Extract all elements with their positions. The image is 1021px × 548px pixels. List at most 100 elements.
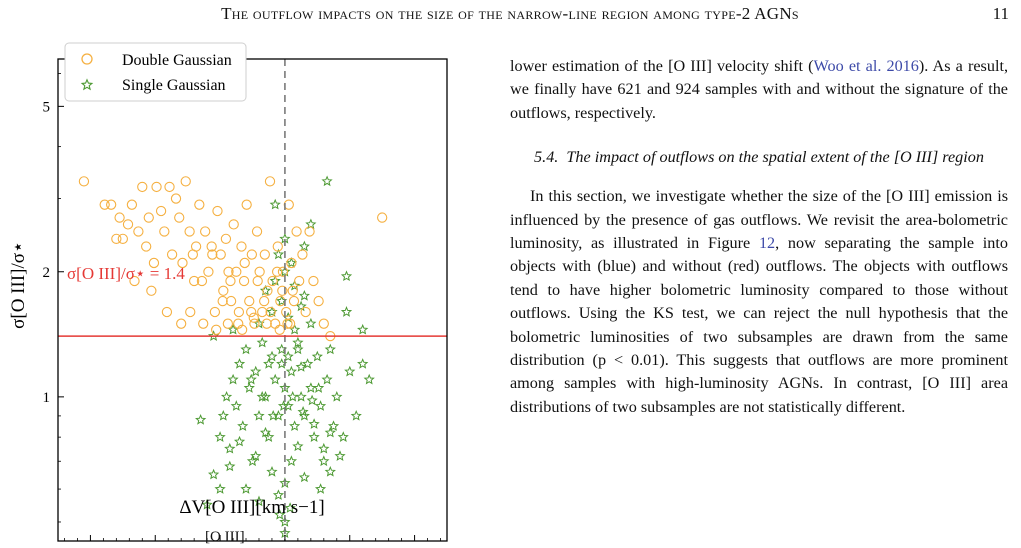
data-point-double-gaussian (267, 275, 278, 287)
data-point-double-gaussian (228, 219, 239, 230)
data-point-single-gaussian (321, 373, 333, 385)
data-point-single-gaussian (214, 483, 226, 494)
data-point-double-gaussian (146, 285, 157, 296)
data-point-double-gaussian (304, 226, 315, 237)
data-point-single-gaussian (274, 508, 286, 520)
data-point-single-gaussian (340, 270, 353, 282)
data-point-single-gaussian (246, 455, 259, 467)
data-point-single-gaussian (289, 420, 301, 431)
data-point-double-gaussian (111, 233, 122, 244)
section-number: 5.4. (534, 148, 559, 167)
ratio-annotation: σ[O III]/σ⋆ = 1.4 (67, 264, 185, 283)
data-point-single-gaussian (263, 358, 275, 369)
data-point-double-gaussian (225, 295, 237, 307)
data-point-double-gaussian (133, 226, 144, 237)
data-point-single-gaussian (253, 495, 265, 507)
data-point-single-gaussian (217, 409, 229, 421)
data-point-single-gaussian (285, 256, 298, 268)
data-point-double-gaussian (170, 193, 182, 204)
data-point-single-gaussian (292, 336, 304, 348)
data-point-double-gaussian (155, 205, 167, 217)
data-point-single-gaussian (279, 516, 291, 527)
data-point-double-gaussian (259, 295, 270, 307)
data-point-double-gaussian (257, 306, 268, 318)
data-point-double-gaussian (180, 176, 191, 187)
legend-label-double-gaussian: Double Gaussian (122, 52, 232, 69)
data-point-single-gaussian (266, 350, 278, 362)
data-point-single-gaussian (201, 498, 213, 510)
data-point-double-gaussian (249, 318, 260, 329)
data-point-double-gaussian (166, 249, 178, 260)
caption-fragment: [O III] (205, 529, 245, 544)
data-point-single-gaussian (240, 343, 252, 355)
data-point-double-gaussian (291, 226, 302, 237)
running-title: The outflow impacts on the size of the n… (221, 4, 799, 23)
figure-ref-12[interactable]: 12 (758, 234, 776, 253)
data-point-double-gaussian (174, 212, 185, 223)
text-column: lower estimation of the [O III] velocity… (510, 55, 1008, 419)
data-point-double-gaussian (300, 306, 311, 318)
y-tick-label: 5 (43, 99, 51, 115)
data-point-single-gaussian (327, 420, 340, 431)
data-point-double-gaussian (211, 324, 222, 335)
data-point-double-gaussian (78, 176, 90, 187)
y-tick-label: 2 (43, 265, 51, 281)
data-point-double-gaussian (294, 275, 305, 287)
para1-text-end: ). As a result, we finally have 621 and … (510, 57, 1008, 122)
data-point-single-gaussian (285, 455, 298, 467)
data-point-double-gaussian (200, 226, 211, 237)
data-point-single-gaussian (269, 198, 281, 210)
data-point-double-gaussian (203, 266, 214, 277)
legend-marker-single-gaussian (80, 78, 94, 91)
data-point-single-gaussian (324, 465, 336, 477)
data-point-double-gaussian (122, 219, 134, 230)
data-point-single-gaussian (267, 410, 279, 421)
section-title: The impact of outflows on the spatial ex… (566, 148, 984, 167)
data-point-double-gaussian (251, 226, 263, 237)
data-point-single-gaussian (334, 450, 346, 461)
scatter-figure: −300−200−1000100200125 Double Gaussian S… (0, 30, 470, 544)
data-point-double-gaussian (141, 241, 152, 252)
data-point-single-gaussian (295, 361, 307, 372)
data-point-double-gaussian (236, 241, 247, 252)
data-point-double-gaussian (177, 257, 188, 269)
data-point-double-gaussian (190, 241, 202, 252)
data-point-single-gaussian (357, 358, 369, 369)
data-point-double-gaussian (238, 275, 250, 287)
data-point-single-gaussian (277, 400, 290, 411)
data-point-double-gaussian (137, 181, 148, 193)
data-point-single-gaussian (253, 409, 265, 421)
data-point-double-gaussian (244, 295, 255, 307)
data-point-single-gaussian (337, 431, 349, 442)
data-point-double-gaussian (313, 295, 324, 307)
legend-label-single-gaussian: Single Gaussian (122, 77, 226, 94)
data-point-double-gaussian (206, 241, 217, 252)
data-point-single-gaussian (318, 442, 330, 454)
data-point-single-gaussian (227, 323, 239, 335)
data-point-double-gaussian (151, 181, 162, 193)
data-point-single-gaussian (292, 343, 304, 355)
data-point-double-gaussian (248, 312, 259, 323)
data-point-double-gaussian (308, 275, 319, 287)
data-point-double-gaussian (194, 199, 205, 210)
data-point-single-gaussian (298, 471, 310, 483)
data-point-double-gaussian (220, 233, 232, 244)
data-point-single-gaussian (301, 358, 314, 369)
data-point-double-gaussian (281, 306, 292, 318)
data-point-double-gaussian (126, 199, 138, 210)
para2-text-end: , now separating the sample into objects… (510, 234, 1008, 416)
citation-woo-2016[interactable]: Woo et al. 2016 (813, 57, 919, 75)
data-point-double-gaussian (185, 306, 196, 318)
para2-text-start: In this section, we investigate whether … (510, 187, 1008, 253)
data-point-double-gaussian (159, 226, 170, 237)
data-point-single-gaussian (321, 175, 333, 187)
data-point-double-gaussian (106, 199, 117, 210)
data-point-double-gaussian (233, 306, 245, 318)
data-point-double-gaussian (252, 275, 263, 287)
data-point-double-gaussian (184, 226, 195, 237)
data-point-single-gaussian (298, 240, 310, 252)
data-point-double-gaussian (222, 318, 234, 329)
data-point-single-gaussian (295, 390, 307, 402)
data-point-single-gaussian (269, 373, 281, 385)
data-point-double-gaussian (254, 266, 265, 277)
